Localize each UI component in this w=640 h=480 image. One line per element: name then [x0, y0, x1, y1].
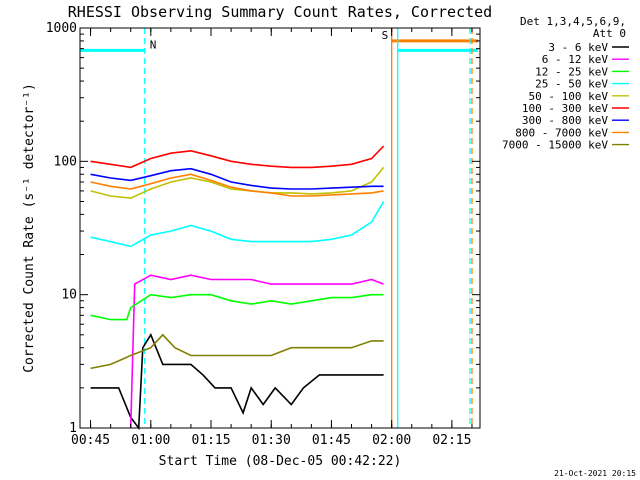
- series-line: [90, 173, 384, 197]
- x-tick-label: 01:45: [312, 433, 351, 448]
- flag-label: S: [382, 29, 389, 42]
- x-axis-ticks: 00:45 01:00 01:15 01:30 01:45 02:00 02:15: [71, 28, 473, 448]
- legend-label: 3 - 6 keV: [548, 41, 608, 54]
- plot-area: NS 00:45 01:00 01:15 01:30 01:45 02:00 02:15 1…: [46, 21, 481, 448]
- x-axis-label: Start Time (08-Dec-05 00:42:22): [159, 454, 402, 469]
- plot-frame: [79, 27, 481, 429]
- series-line: [90, 166, 385, 199]
- chart-title: RHESSI Observing Summary Count Rates, Co…: [68, 3, 492, 21]
- y-tick-label: 100: [54, 154, 77, 169]
- series-line: [90, 293, 384, 321]
- flag-bars: NS: [80, 29, 478, 52]
- legend-label: 50 - 100 keV: [529, 90, 609, 103]
- legend-label: 800 - 7000 keV: [515, 126, 608, 139]
- x-tick-label: 02:15: [432, 433, 471, 448]
- y-tick-label: 10: [61, 288, 77, 303]
- y-axis-ticks: 1 10 100 1000: [46, 21, 480, 436]
- legend-header-1: Det 1,3,4,5,6,9,: [520, 15, 626, 28]
- series-line: [90, 333, 384, 431]
- x-tick-label: 01:15: [191, 433, 230, 448]
- legend-label: 7000 - 15000 keV: [502, 139, 608, 152]
- y-tick-label: 1: [69, 421, 77, 436]
- y-tick-label: 1000: [46, 21, 77, 36]
- series-line: [129, 274, 384, 429]
- footer-timestamp: 21-Oct-2021 20:15: [554, 469, 636, 478]
- x-tick-label: 01:00: [131, 433, 170, 448]
- x-tick-label: 00:45: [71, 433, 110, 448]
- legend-label: 6 - 12 keV: [542, 53, 609, 66]
- series-line: [90, 333, 384, 370]
- x-tick-label: 02:00: [372, 433, 411, 448]
- series-line: [90, 201, 385, 248]
- flag-label: N: [150, 38, 157, 51]
- legend-label: 100 - 300 keV: [522, 102, 608, 115]
- legend-label: 12 - 25 keV: [535, 65, 608, 78]
- y-axis-label: Corrected Count Rate (s⁻¹ detector⁻¹): [22, 83, 37, 373]
- series-lines: [90, 145, 385, 431]
- legend-header-2: Att 0: [593, 27, 626, 40]
- legend-label: 300 - 800 keV: [522, 114, 608, 127]
- legend-label: 25 - 50 keV: [535, 78, 608, 91]
- time-markers: [144, 28, 473, 428]
- series-line: [90, 145, 385, 169]
- series-line: [90, 167, 384, 190]
- x-tick-label: 01:30: [252, 433, 291, 448]
